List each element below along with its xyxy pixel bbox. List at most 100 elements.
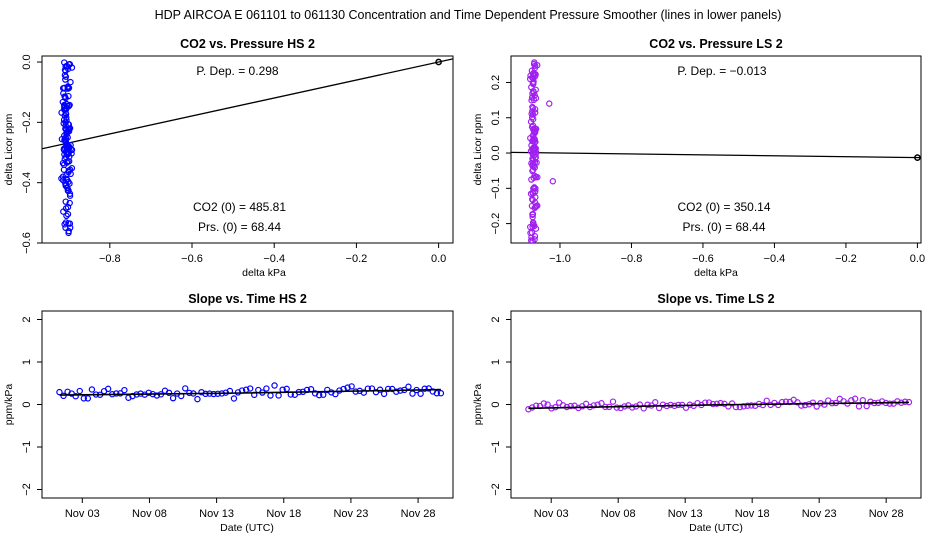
data-point [863,402,870,410]
fit-line [42,58,453,150]
plot-frame [41,310,454,499]
data-point [855,403,863,410]
data-point [530,60,538,68]
x-tick-label: −0.2 [346,253,368,265]
x-axis-label: delta kPa [242,267,286,279]
y-tick-label: 2 [490,316,502,322]
data-point [532,86,539,93]
data-point [609,398,617,405]
x-tick-label: −0.4 [263,253,285,265]
data-point [821,401,828,408]
data-point [315,391,323,399]
data-point [65,168,72,176]
data-point [717,399,724,407]
x-tick-label: Nov 28 [401,508,436,520]
data-point [809,399,817,406]
data-point [275,392,282,399]
data-point [529,223,536,230]
data-point [104,385,112,393]
data-point [529,166,537,174]
co2-zero-label: CO2 (0) = 485.81 [193,200,286,214]
x-axis-label: delta kPa [694,267,738,279]
data-point [153,392,161,399]
data-point [531,233,539,240]
data-point [530,115,537,123]
origin-point [914,154,921,161]
data-point [230,395,238,402]
data-point [66,224,74,231]
data-point [64,84,72,91]
data-point [878,398,886,405]
data-point [794,399,801,406]
data-point [529,162,536,169]
smoother-line [59,388,441,396]
data-point [66,199,73,207]
data-point [117,390,124,397]
y-tick-label: −2 [490,483,502,496]
origin-point [435,58,442,66]
data-point [380,390,388,398]
x-tick-label: Nov 08 [132,508,167,520]
co2-zero-label: CO2 (0) = 350.14 [677,200,770,214]
panel-title: CO2 vs. Pressure LS 2 [649,37,782,51]
data-point [60,208,67,215]
data-point [549,178,557,185]
pressure-zero-label: Prs. (0) = 68.44 [198,220,281,234]
data-point [283,385,290,393]
data-point [617,404,624,412]
data-point [628,404,636,411]
data-point [437,389,445,397]
data-point [546,100,553,107]
pressure-zero-label: Prs. (0) = 68.44 [682,220,765,234]
plot-area [56,382,445,403]
data-point [421,385,428,392]
data-point [263,385,270,392]
data-point [529,189,536,196]
data-point [66,125,74,132]
data-point [62,63,69,70]
y-tick-label: −0.6 [21,232,33,254]
x-tick-label: Nov 18 [735,508,770,520]
x-tick-label: −0.4 [764,253,786,265]
plot-area [511,59,921,243]
data-point [64,184,71,192]
data-point [63,175,70,183]
data-point [529,211,536,218]
x-tick-label: Nov 03 [65,508,100,520]
plot-area [525,395,913,413]
data-point [425,385,432,392]
data-point [636,401,644,408]
data-point [61,71,69,79]
data-point [652,399,659,406]
data-point [64,210,72,218]
data-point [728,400,736,407]
y-tick-label: 0 [21,401,33,407]
data-point [590,402,597,409]
data-point [530,220,537,227]
data-point [360,389,368,396]
y-tick-label: −0.1 [490,177,502,199]
data-point [61,106,68,113]
y-tick-label: −0.4 [21,172,33,194]
data-point [246,385,254,392]
data-point [748,402,755,409]
data-point [61,112,68,119]
data-point [169,394,177,402]
data-point [894,398,901,405]
data-point [80,395,88,402]
data-point [62,198,69,205]
data-point [567,402,574,410]
data-point [644,401,651,408]
data-point [417,390,424,397]
data-point [56,388,63,396]
data-point [851,395,859,402]
x-tick-label: −0.6 [692,253,714,265]
x-tick-label: 0.0 [910,253,925,265]
data-point [433,390,441,397]
x-axis-label: Date (UTC) [220,522,274,534]
data-point [271,382,278,389]
data-point [63,150,71,158]
x-tick-label: Nov 23 [333,508,368,520]
data-point [384,385,392,393]
data-point [529,79,537,87]
